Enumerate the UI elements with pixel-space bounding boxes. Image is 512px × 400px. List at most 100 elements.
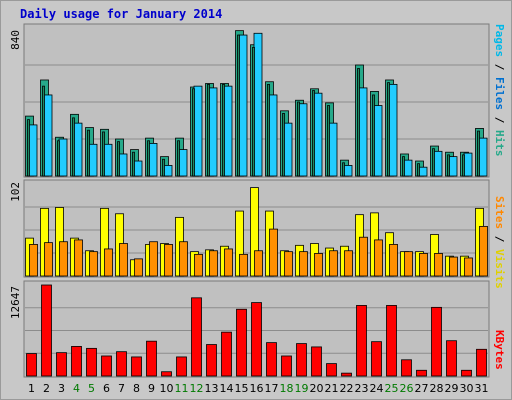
day-label: 7 bbox=[118, 382, 125, 395]
day-label: 8 bbox=[133, 382, 140, 395]
sites-bar bbox=[224, 248, 233, 277]
kbytes-bar bbox=[86, 347, 97, 377]
pages-bar bbox=[252, 46, 255, 177]
files-bar bbox=[343, 165, 353, 177]
day-label: 24 bbox=[370, 382, 384, 395]
sites-bar bbox=[104, 248, 113, 277]
kbytes-bar bbox=[446, 340, 457, 377]
sites-bar bbox=[164, 244, 173, 277]
pages-bar bbox=[102, 131, 105, 177]
files-bar bbox=[148, 143, 158, 177]
sites-bar bbox=[179, 241, 188, 277]
files-bar bbox=[178, 149, 188, 177]
kbytes-bar bbox=[281, 355, 292, 377]
sites-bar bbox=[389, 244, 398, 277]
sites-bar bbox=[404, 251, 413, 277]
legend-hits: Hits bbox=[493, 130, 506, 157]
files-bar bbox=[103, 143, 113, 177]
kbytes-bar bbox=[236, 308, 247, 377]
pages-bar bbox=[27, 119, 30, 177]
sites-bar bbox=[284, 251, 293, 277]
files-bar bbox=[238, 34, 248, 177]
legend-sep-2: / bbox=[493, 110, 506, 130]
kbytes-bar bbox=[341, 372, 352, 377]
files-bar bbox=[88, 143, 98, 177]
pages-bar bbox=[207, 83, 210, 177]
pages-bar bbox=[312, 90, 315, 177]
day-label: 21 bbox=[325, 382, 339, 395]
kbytes-bar bbox=[146, 340, 157, 377]
day-label: 2 bbox=[43, 382, 50, 395]
day-label: 25 bbox=[385, 382, 399, 395]
kbytes-bar bbox=[416, 369, 427, 377]
files-bar bbox=[268, 94, 278, 177]
day-label: 18 bbox=[280, 382, 294, 395]
pages-bar bbox=[447, 154, 450, 177]
files-bar bbox=[253, 32, 263, 177]
pages-bar bbox=[462, 154, 465, 177]
files-bar bbox=[463, 152, 473, 177]
sites-bar bbox=[74, 239, 83, 277]
day-label: 29 bbox=[445, 382, 459, 395]
sites-bar bbox=[209, 250, 218, 277]
pages-bar bbox=[327, 105, 330, 177]
files-bar bbox=[313, 92, 323, 177]
day-label: 14 bbox=[220, 382, 234, 395]
visits-ymax-label: 102 bbox=[9, 182, 22, 202]
sites-bar bbox=[344, 250, 353, 277]
kbytes-bar bbox=[41, 284, 52, 377]
pages-bar bbox=[402, 156, 405, 177]
kbytes-bar bbox=[371, 341, 382, 377]
day-label: 23 bbox=[355, 382, 369, 395]
sites-bar bbox=[419, 253, 428, 277]
legend-files: Files bbox=[493, 77, 506, 110]
sites-bar bbox=[119, 243, 128, 277]
files-bar bbox=[298, 103, 308, 177]
pages-bar bbox=[162, 158, 165, 177]
pages-bar bbox=[417, 163, 420, 177]
pages-bar bbox=[57, 140, 60, 177]
kbytes-side-legend: KBytes bbox=[493, 330, 506, 370]
sites-bar bbox=[464, 257, 473, 277]
day-label: 4 bbox=[73, 382, 80, 395]
day-label: 20 bbox=[310, 382, 324, 395]
visits-side-legend: Sites / Visits bbox=[493, 196, 506, 289]
files-bar bbox=[193, 85, 203, 177]
sites-bar bbox=[314, 253, 323, 277]
kbytes-bar bbox=[266, 342, 277, 377]
day-label: 16 bbox=[250, 382, 264, 395]
day-label: 12 bbox=[190, 382, 204, 395]
pages-bar bbox=[192, 88, 195, 177]
kbytes-bar bbox=[476, 348, 487, 377]
kbytes-bar bbox=[26, 353, 37, 377]
sites-bar bbox=[449, 256, 458, 277]
day-label: 31 bbox=[475, 382, 489, 395]
files-bar bbox=[358, 87, 368, 177]
pages-bar bbox=[132, 151, 135, 177]
sites-bar bbox=[269, 228, 278, 277]
pages-bar bbox=[177, 140, 180, 177]
legend-pages: Pages bbox=[493, 24, 506, 57]
kbytes-bar bbox=[131, 356, 142, 377]
kbytes-bar bbox=[101, 355, 112, 377]
pages-bar bbox=[432, 148, 435, 177]
day-label: 3 bbox=[58, 382, 65, 395]
kbytes-bar bbox=[116, 351, 127, 377]
files-bar bbox=[478, 137, 488, 177]
kbytes-bar bbox=[176, 356, 187, 377]
kbytes-bar bbox=[251, 302, 262, 377]
files-bar bbox=[73, 122, 83, 177]
kbytes-bar bbox=[326, 363, 337, 377]
kbytes-bars bbox=[26, 284, 487, 377]
kbytes-bar bbox=[461, 369, 472, 377]
day-label: 30 bbox=[460, 382, 474, 395]
pages-bar bbox=[117, 141, 120, 177]
files-bar bbox=[163, 165, 173, 177]
kbytes-bar bbox=[296, 343, 307, 377]
kbytes-bar bbox=[161, 371, 172, 377]
files-bar bbox=[223, 85, 233, 177]
sites-bar bbox=[434, 253, 443, 277]
files-bar bbox=[43, 94, 53, 177]
sites-bar bbox=[299, 251, 308, 277]
